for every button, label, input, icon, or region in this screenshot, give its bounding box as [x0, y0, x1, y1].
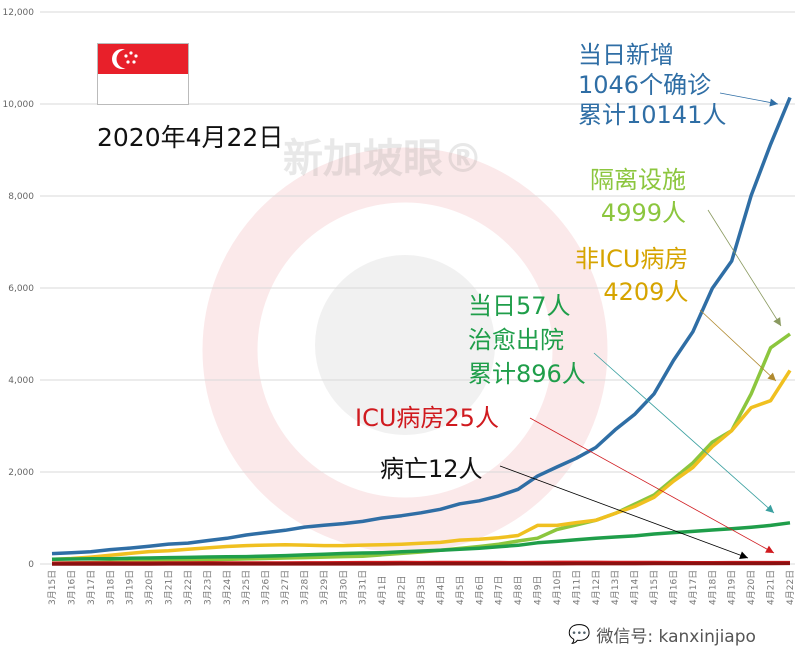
- annotation-line: 当日57人: [468, 292, 571, 320]
- annotation-line: 1046个确诊: [578, 71, 712, 99]
- x-tick-label: 3月24日: [222, 570, 233, 605]
- series-line-deaths: [52, 561, 791, 566]
- footer: 💬 微信号: kanxinjiapo: [568, 622, 756, 647]
- x-tick-label: 3月29日: [319, 570, 330, 605]
- annotation-line: 病亡12人: [380, 455, 483, 483]
- y-tick-label: 0: [28, 560, 34, 570]
- x-tick-label: 4月4日: [435, 576, 446, 605]
- annotation-line: ICU病房25人: [355, 404, 499, 432]
- annotation-non-icu: 非ICU病房 4209人: [575, 244, 688, 307]
- x-tick-label: 3月30日: [338, 570, 349, 605]
- x-tick-label: 4月16日: [668, 570, 679, 605]
- x-tick-label: 4月19日: [727, 570, 738, 605]
- y-tick-label: 6,000: [8, 284, 34, 294]
- x-tick-label: 4月13日: [610, 570, 621, 605]
- annotation-line: 4209人: [603, 278, 689, 306]
- x-tick-label: 4月9日: [533, 576, 544, 605]
- arrow-head-icon: [739, 551, 748, 559]
- x-tick-label: 4月20日: [746, 570, 757, 605]
- y-tick-label: 2,000: [8, 468, 34, 478]
- x-tick-label: 4月1日: [377, 576, 388, 605]
- annotation-line: 当日新增: [578, 41, 674, 69]
- watermark-logo: [202, 147, 608, 553]
- x-tick-label: 4月12日: [591, 570, 602, 605]
- annotation-icu: ICU病房25人: [355, 403, 499, 433]
- annotation-line: 4999人: [600, 199, 686, 227]
- singapore-flag: [97, 43, 189, 105]
- x-tick-label: 3月23日: [202, 570, 213, 605]
- y-tick-label: 12,000: [3, 8, 35, 18]
- annotation-discharged: 当日57人 治愈出院 累计896人: [468, 289, 586, 391]
- arrow-head-icon: [765, 504, 774, 513]
- x-tick-label: 4月5日: [455, 576, 466, 605]
- annotation-line: 累计896人: [468, 360, 586, 388]
- annotation-confirmed: 当日新增 1046个确诊 累计10141人: [578, 40, 726, 130]
- x-tick-label: 4月2日: [397, 576, 408, 605]
- x-tick-label: 3月17日: [86, 570, 97, 605]
- arrow-line: [529, 417, 775, 554]
- footer-text: 微信号: kanxinjiapo: [596, 627, 756, 647]
- x-tick-label: 4月21日: [766, 570, 777, 605]
- date-label: 2020年4月22日: [97, 123, 284, 152]
- x-tick-label: 4月8日: [513, 576, 524, 605]
- series-line-non_icu: [51, 369, 792, 562]
- annotation-line: 隔离设施: [590, 166, 686, 194]
- x-tick-label: 3月22日: [183, 570, 194, 605]
- x-tick-label: 3月26日: [261, 570, 272, 605]
- x-tick-label: 4月3日: [416, 576, 427, 605]
- watermark: 新加坡眼®: [283, 136, 483, 182]
- x-tick-label: 4月14日: [630, 570, 641, 605]
- x-tick-label: 4月10日: [552, 570, 563, 605]
- wechat-icon: 💬: [568, 624, 591, 645]
- x-tick-label: 3月15日: [47, 570, 58, 605]
- arrow-head-icon: [773, 317, 781, 326]
- arrow-head-icon: [765, 545, 774, 553]
- x-tick-label: 3月21日: [164, 570, 175, 605]
- x-tick-label: 4月7日: [494, 576, 505, 605]
- x-tick-label: 3月16日: [66, 570, 77, 605]
- annotation-isolation: 隔离设施 4999人: [590, 165, 686, 228]
- y-tick-label: 4,000: [8, 376, 34, 386]
- watermark-logo-inner: [315, 255, 495, 435]
- x-tick-label: 3月31日: [358, 570, 369, 605]
- x-tick-label: 3月18日: [105, 570, 116, 605]
- annotation-deaths: 病亡12人: [380, 454, 483, 484]
- arrow-line: [499, 465, 749, 559]
- x-tick-label: 4月17日: [688, 570, 699, 605]
- arrow-line: [699, 309, 777, 382]
- x-tick-label: 4月6日: [474, 576, 485, 605]
- x-tick-label: 4月22日: [785, 570, 796, 605]
- x-tick-label: 3月28日: [299, 570, 310, 605]
- y-tick-label: 10,000: [3, 100, 35, 110]
- x-tick-label: 3月27日: [280, 570, 291, 605]
- arrow-head-icon: [769, 98, 778, 107]
- arrow-line: [707, 209, 782, 327]
- x-tick-label: 4月11日: [571, 570, 582, 605]
- x-tick-label: 4月15日: [649, 570, 660, 605]
- arrow-line: [719, 92, 779, 105]
- x-tick-label: 3月25日: [241, 570, 252, 605]
- y-tick-label: 8,000: [8, 192, 34, 202]
- arrow-line: [593, 352, 775, 514]
- arrow-head-icon: [767, 372, 776, 381]
- annotation-line: 累计10141人: [578, 101, 727, 129]
- series-line-discharged: [51, 521, 791, 561]
- annotation-line: 治愈出院: [468, 326, 564, 354]
- series-line-confirmed: [51, 96, 792, 556]
- x-tick-label: 3月19日: [125, 570, 136, 605]
- x-tick-label: 3月20日: [144, 570, 155, 605]
- x-tick-label: 4月18日: [707, 570, 718, 605]
- annotation-line: 非ICU病房: [575, 245, 689, 273]
